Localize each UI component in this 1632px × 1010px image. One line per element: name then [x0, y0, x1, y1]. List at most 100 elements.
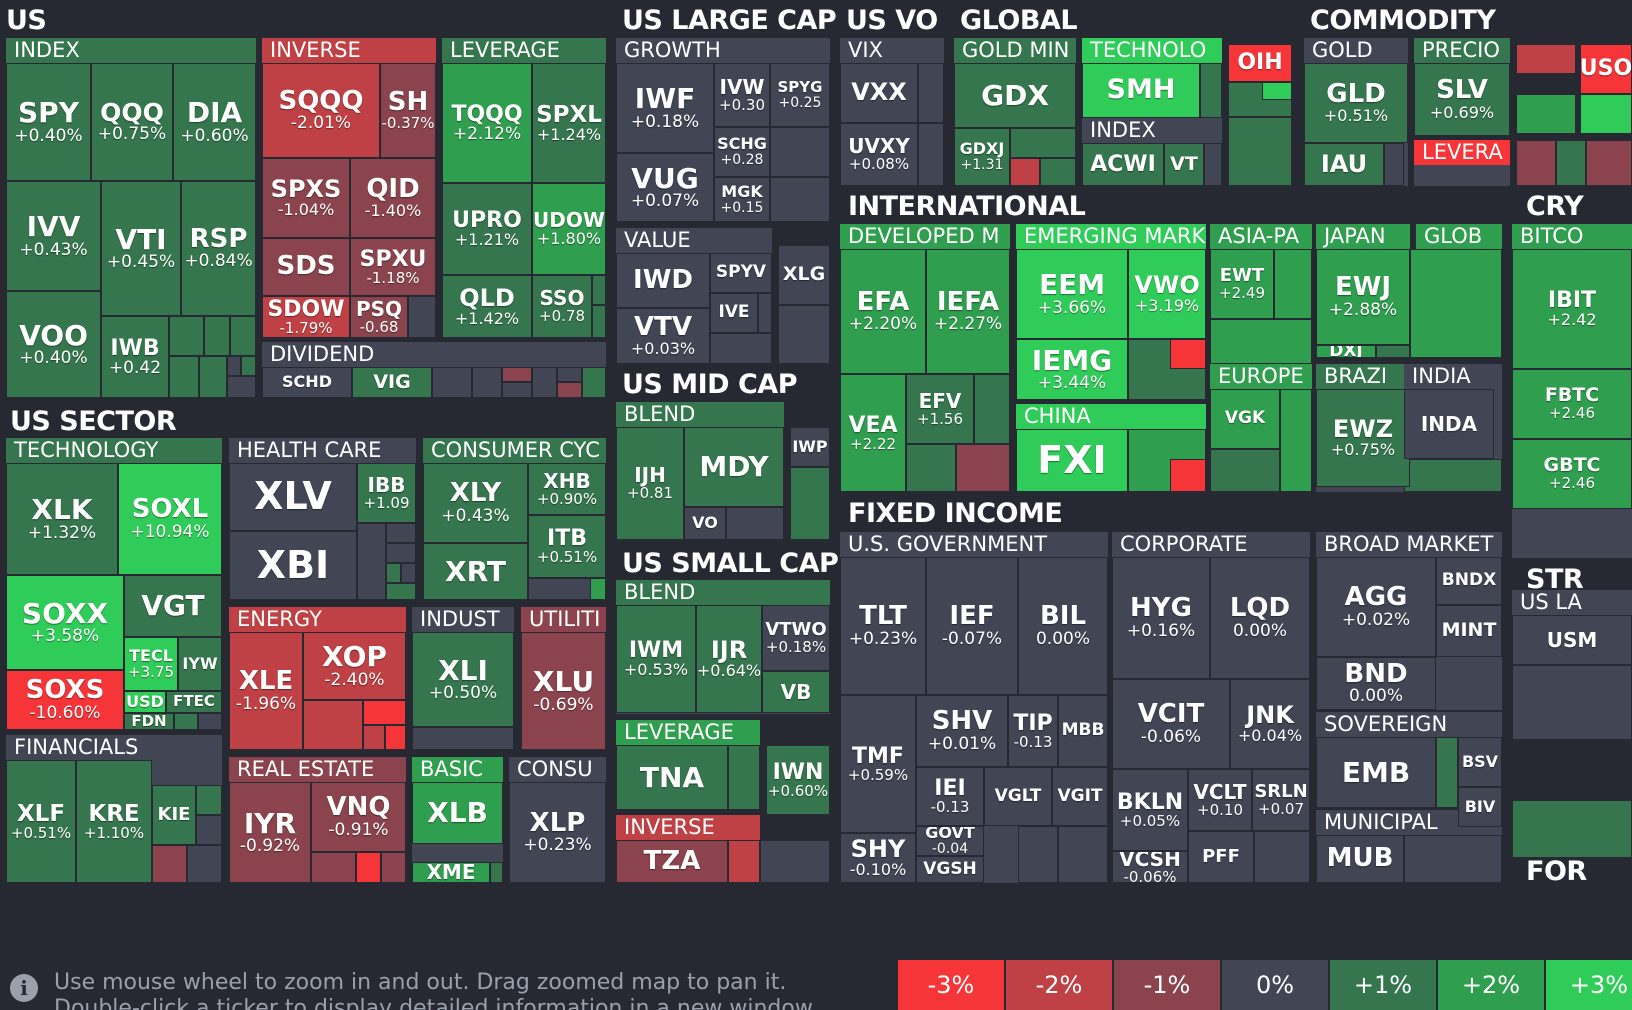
ticker-tile-mub[interactable]: MUB	[1316, 835, 1404, 883]
ticker-tile-spxl[interactable]: SPXL +1.24%	[532, 63, 606, 183]
ticker-tile-bnd[interactable]: BND 0.00%	[1316, 657, 1436, 710]
ticker-tile-mgk[interactable]: MGK +0.15	[714, 177, 770, 222]
ticker-tile-ief[interactable]: IEF -0.07%	[926, 557, 1018, 695]
minor-ticker-tile[interactable]	[592, 305, 606, 338]
ticker-tile-vxx[interactable]: VXX	[840, 63, 918, 123]
ticker-tile-spxu[interactable]: SPXU -1.18%	[350, 238, 436, 296]
minor-ticker-tile[interactable]	[790, 467, 830, 540]
ticker-tile-vcit[interactable]: VCIT -0.06%	[1112, 679, 1230, 769]
ticker-tile-xlk[interactable]: XLK +1.32%	[6, 463, 118, 575]
group-label[interactable]: JAPAN	[1316, 224, 1410, 249]
minor-ticker-tile[interactable]	[532, 367, 557, 398]
minor-ticker-tile[interactable]	[906, 444, 956, 492]
ticker-tile-jnk[interactable]: JNK +0.04%	[1230, 679, 1310, 769]
group-label[interactable]: LEVERA	[1414, 140, 1510, 165]
minor-ticker-tile[interactable]	[778, 305, 830, 364]
ticker-tile-fdn[interactable]: FDN	[124, 713, 174, 730]
minor-ticker-tile[interactable]	[241, 356, 256, 376]
minor-ticker-tile[interactable]	[956, 444, 1010, 492]
ticker-tile-sds[interactable]: SDS	[262, 238, 350, 296]
ticker-tile-itb[interactable]: ITB +0.51%	[528, 515, 606, 578]
minor-ticker-tile[interactable]	[386, 523, 416, 543]
group-label[interactable]: GROWTH	[616, 38, 830, 63]
group-label[interactable]: LEVERAGE	[616, 720, 760, 745]
group-label[interactable]: SOVEREIGN	[1316, 712, 1502, 737]
ticker-tile-iwd[interactable]: IWD	[616, 253, 710, 308]
group-label[interactable]: CONSU	[509, 757, 606, 782]
ticker-tile-xly[interactable]: XLY +0.43%	[423, 463, 528, 543]
ticker-tile-mint[interactable]: MINT	[1436, 605, 1502, 657]
group-label[interactable]: INDIA	[1404, 364, 1502, 389]
ticker-tile-xbi[interactable]: XBI	[229, 531, 357, 600]
minor-ticker-tile[interactable]	[490, 862, 503, 883]
ticker-tile-vgit[interactable]: VGIT	[1052, 767, 1108, 826]
ticker-tile-ivw[interactable]: IVW +0.30	[714, 63, 770, 127]
ticker-tile-vtwo[interactable]: VTWO +0.18%	[762, 605, 830, 671]
minor-ticker-tile[interactable]	[1200, 63, 1222, 118]
group-label[interactable]: INDUST	[412, 607, 514, 632]
ticker-tile-udow[interactable]: UDOW +1.80%	[532, 183, 606, 275]
ticker-tile-vea[interactable]: VEA +2.22	[840, 374, 906, 492]
minor-ticker-tile[interactable]	[1516, 94, 1576, 134]
ticker-tile-govt[interactable]: GOVT -0.04	[916, 826, 984, 856]
ticker-tile-sdow[interactable]: SDOW -1.79%	[262, 296, 350, 338]
minor-ticker-tile[interactable]	[227, 376, 256, 398]
ticker-tile-vig[interactable]: VIG	[352, 367, 432, 398]
minor-ticker-tile[interactable]	[1010, 128, 1076, 158]
ticker-tile-xop[interactable]: XOP -2.40%	[303, 632, 406, 700]
ticker-tile-xlb[interactable]: XLB	[412, 782, 503, 844]
minor-ticker-tile[interactable]	[311, 852, 356, 883]
minor-ticker-tile[interactable]	[199, 356, 227, 398]
ticker-tile-vcsh[interactable]: VCSH -0.06%	[1112, 851, 1188, 883]
ticker-tile-xhb[interactable]: XHB +0.90%	[528, 463, 606, 515]
ticker-tile-agg[interactable]: AGG +0.02%	[1316, 557, 1436, 657]
ticker-tile-schg[interactable]: SCHG +0.28	[714, 127, 770, 177]
minor-ticker-tile[interactable]	[1228, 117, 1292, 186]
group-label[interactable]: GOLD MIN	[954, 38, 1076, 63]
ticker-tile-smh[interactable]: SMH	[1082, 63, 1200, 118]
ticker-tile-soxs[interactable]: SOXS -10.60%	[6, 670, 124, 730]
ticker-tile-ibb[interactable]: IBB +1.09	[357, 463, 416, 523]
ticker-tile-iefa[interactable]: IEFA +2.27%	[926, 249, 1010, 374]
minor-ticker-tile[interactable]	[1586, 140, 1632, 186]
ticker-tile-vnq[interactable]: VNQ -0.91%	[311, 782, 406, 852]
ticker-tile-vt[interactable]: VT	[1164, 143, 1204, 186]
minor-ticker-tile[interactable]	[386, 543, 416, 563]
ticker-tile-acwi[interactable]: ACWI	[1082, 143, 1164, 186]
ticker-tile-xme[interactable]: XME	[412, 862, 490, 883]
ticker-tile-ftec[interactable]: FTEC	[166, 691, 222, 713]
group-label[interactable]: BLEND	[616, 580, 830, 605]
minor-ticker-tile[interactable]	[1170, 339, 1206, 369]
ticker-tile-lqd[interactable]: LQD 0.00%	[1210, 557, 1310, 679]
ticker-tile-soxx[interactable]: SOXX +3.58%	[6, 575, 124, 670]
minor-ticker-tile[interactable]	[196, 785, 222, 815]
ticker-tile-ibit[interactable]: IBIT +2.42	[1512, 249, 1632, 369]
minor-ticker-tile[interactable]	[385, 725, 406, 750]
ticker-tile-bil[interactable]: BIL 0.00%	[1018, 557, 1108, 695]
ticker-tile-bndx[interactable]: BNDX	[1436, 557, 1502, 605]
heatmap[interactable]: US US SECTOR US LARGE CAP US VO GLOBAL COMMOD…	[0, 0, 1632, 930]
minor-ticker-tile[interactable]	[357, 523, 386, 600]
ticker-tile-kie[interactable]: KIE	[152, 785, 196, 845]
minor-ticker-tile[interactable]	[472, 367, 502, 398]
minor-ticker-tile[interactable]	[502, 382, 532, 398]
ticker-tile-vglt[interactable]: VGLT	[984, 767, 1052, 826]
minor-ticker-tile[interactable]	[187, 845, 222, 883]
minor-ticker-tile[interactable]	[1556, 140, 1586, 186]
ticker-tile-upro[interactable]: UPRO +1.21%	[442, 183, 532, 275]
minor-ticker-tile[interactable]	[204, 316, 230, 356]
ticker-tile-qqq[interactable]: QQQ +0.75%	[91, 63, 173, 181]
ticker-tile-vgt[interactable]: VGT	[124, 575, 222, 637]
ticker-tile-tmf[interactable]: TMF +0.59%	[840, 695, 916, 833]
group-label[interactable]: UTILITI	[521, 607, 606, 632]
ticker-tile-vo[interactable]: VO	[684, 507, 726, 540]
ticker-tile-tqqq[interactable]: TQQQ +2.12%	[442, 63, 532, 183]
minor-ticker-tile[interactable]	[408, 296, 436, 338]
minor-ticker-tile[interactable]	[1274, 249, 1312, 319]
ticker-tile-iemg[interactable]: IEMG +3.44%	[1016, 339, 1128, 400]
group-label[interactable]: BROAD MARKET	[1316, 532, 1502, 557]
ticker-tile-ivv[interactable]: IVV +0.43%	[6, 181, 101, 291]
ticker-tile-vb[interactable]: VB	[762, 671, 830, 713]
minor-ticker-tile[interactable]	[227, 356, 241, 376]
group-label[interactable]: CORPORATE	[1112, 532, 1310, 557]
